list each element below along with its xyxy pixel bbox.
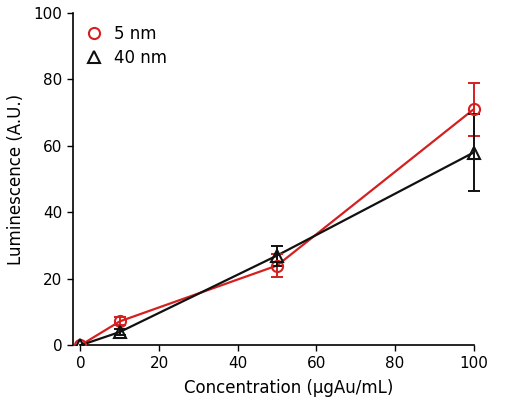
5 nm: [77, 343, 83, 348]
5 nm: [117, 319, 123, 324]
Line: 5 nm: 5 nm: [75, 104, 479, 351]
5 nm: [471, 107, 477, 112]
Legend: 5 nm, 40 nm: 5 nm, 40 nm: [81, 21, 170, 71]
40 nm: [117, 330, 123, 335]
X-axis label: Concentration (μgAu/mL): Concentration (μgAu/mL): [184, 379, 394, 397]
40 nm: [77, 343, 83, 348]
5 nm: [274, 263, 280, 268]
Y-axis label: Luminescence (A.U.): Luminescence (A.U.): [7, 94, 25, 265]
40 nm: [274, 253, 280, 258]
Line: 40 nm: 40 nm: [75, 147, 479, 351]
40 nm: [471, 150, 477, 155]
